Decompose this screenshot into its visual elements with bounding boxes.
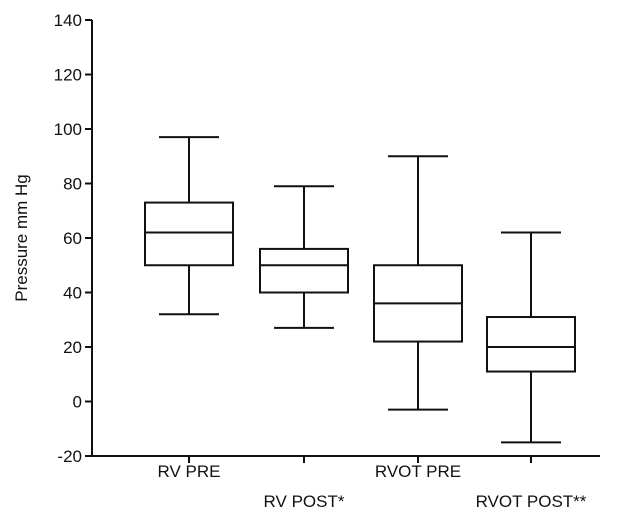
y-axis-title: Pressure mm Hg [12, 174, 31, 302]
boxes [144, 136, 576, 444]
box-group [486, 231, 576, 444]
iqr-box [486, 316, 576, 373]
y-tick-label: 60 [63, 229, 82, 248]
box-group [144, 136, 234, 316]
x-category-label: RVOT PRE [375, 462, 461, 481]
x-category-label: RV PRE [158, 462, 221, 481]
y-tick-label: 0 [73, 393, 82, 412]
y-tick-label: 20 [63, 338, 82, 357]
y-tick-label: 100 [54, 120, 82, 139]
y-tick-label: 80 [63, 175, 82, 194]
box-group [373, 155, 463, 411]
iqr-box [259, 247, 349, 294]
x-category-label: RVOT POST** [476, 492, 587, 511]
y-tick-label: 140 [54, 11, 82, 30]
iqr-box [144, 201, 234, 267]
axes: -20 0 20 40 60 80 100 120 140 RV PRE RV POST* RVOT … [54, 11, 600, 511]
y-tick-label: 40 [63, 284, 82, 303]
x-category-label: RV POST* [264, 492, 345, 511]
y-tick-label: -20 [57, 447, 82, 466]
y-tick-label: 120 [54, 66, 82, 85]
box-group [259, 185, 349, 329]
